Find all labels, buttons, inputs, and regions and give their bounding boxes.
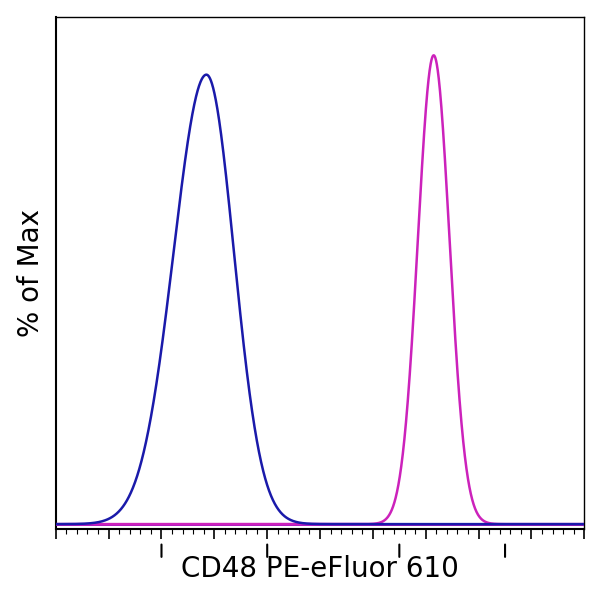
Y-axis label: % of Max: % of Max [17, 209, 44, 337]
X-axis label: CD48 PE-eFluor 610: CD48 PE-eFluor 610 [181, 556, 459, 583]
